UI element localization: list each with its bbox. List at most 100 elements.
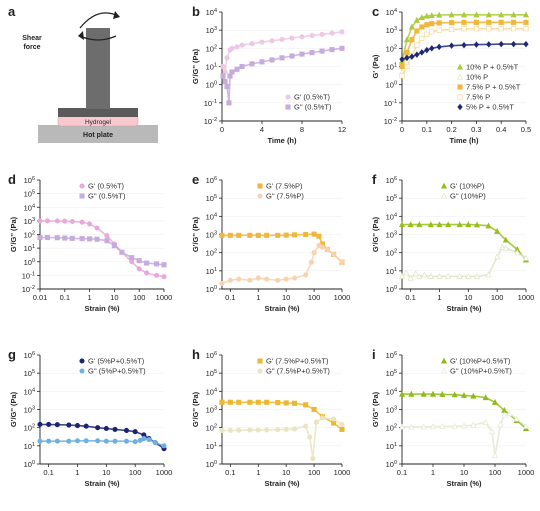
data-point: [303, 272, 309, 278]
data-point: [399, 56, 405, 63]
legend-item-label: 7.5% P + 0.5%T: [466, 83, 521, 92]
data-point: [308, 259, 314, 265]
data-point: [523, 26, 529, 32]
data-point: [222, 78, 228, 85]
data-point: [485, 271, 492, 278]
y-tick-label: 100: [386, 81, 397, 90]
x-axis-label: Strain (%): [264, 479, 300, 488]
data-point: [501, 411, 508, 418]
hot-plate-label: Hot plate: [83, 132, 113, 139]
y-tick-label: 103: [24, 406, 35, 415]
y-tick-exponent: 2: [394, 424, 397, 430]
x-tick-label: 1: [256, 293, 260, 302]
data-point: [449, 26, 455, 32]
data-point: [485, 222, 492, 229]
panel-label-g: g: [8, 347, 16, 362]
data-point: [419, 35, 425, 41]
data-point: [329, 47, 335, 53]
y-tick-exponent: 4: [32, 387, 35, 393]
data-point: [414, 51, 420, 58]
data-point: [309, 50, 315, 56]
x-axis-label: Time (h): [449, 136, 479, 145]
data-point: [275, 427, 281, 433]
x-tick-label: 100: [308, 468, 321, 477]
legend-item-label: G'' (10%P+0.5%T): [450, 367, 512, 376]
y-tick-exponent: -2: [212, 117, 217, 123]
x-tick-label: 12: [338, 125, 346, 134]
data-point: [408, 23, 415, 30]
y-tick-label: 101: [386, 267, 397, 276]
x-tick-label: 1: [256, 468, 260, 477]
shear-force-label: Shear force: [22, 35, 42, 51]
y-tick-label: 105: [386, 194, 397, 203]
data-point: [299, 51, 305, 57]
x-tick-label: 0.3: [471, 125, 481, 134]
data-point: [132, 439, 138, 445]
y-tick-label: 100: [206, 81, 217, 90]
y-tick-exponent: 1: [214, 267, 217, 273]
y-tick-exponent: -1: [212, 99, 217, 105]
y-tick-label: 105: [24, 369, 35, 378]
data-point: [74, 438, 81, 444]
x-tick-label: 10: [102, 468, 110, 477]
series-g-10-p-0-5-t-: [398, 410, 530, 458]
y-tick-label: 102: [24, 231, 35, 240]
y-tick-exponent: 4: [214, 8, 217, 14]
y-tick-exponent: 0: [214, 460, 217, 466]
y-tick-exponent: 2: [214, 44, 217, 50]
y-tick-exponent: 6: [32, 176, 35, 182]
y-tick-label: 10-1: [22, 271, 35, 280]
hot-plate: [38, 125, 158, 143]
data-point: [259, 39, 265, 45]
x-axis-label: Time (h): [267, 136, 297, 145]
y-tick-label: 104: [24, 387, 35, 396]
data-point: [303, 231, 309, 238]
data-point: [399, 63, 405, 70]
x-tick-label: 100: [491, 293, 504, 302]
data-point: [283, 400, 289, 406]
y-tick-exponent: 6: [394, 176, 397, 182]
y-tick-label: 105: [24, 190, 35, 199]
data-point: [44, 218, 51, 224]
y-tick-label: 104: [386, 8, 397, 17]
legend: G' (10%P)G'' (10%P): [440, 182, 486, 201]
data-point: [37, 218, 43, 224]
data-point: [83, 423, 89, 429]
legend-item-label: G'' (7.5%P+0.5%T): [266, 367, 330, 376]
data-point: [421, 271, 428, 278]
data-point: [418, 14, 425, 21]
y-tick-exponent: 5: [214, 369, 217, 375]
data-point: [436, 43, 442, 51]
x-tick-label: 1000: [518, 293, 535, 302]
y-tick-label: 104: [206, 387, 217, 396]
y-tick-label: 102: [386, 249, 397, 258]
legend-item-label: 5% P + 0.5%T: [466, 103, 514, 112]
x-tick-label: 10: [464, 293, 472, 302]
data-point: [111, 243, 117, 249]
data-point: [429, 21, 435, 27]
data-point: [220, 63, 226, 70]
data-point: [419, 49, 425, 56]
data-point: [104, 233, 110, 239]
y-tick-exponent: 2: [394, 44, 397, 50]
data-point: [510, 11, 517, 18]
data-point: [419, 24, 425, 30]
legend-item-label: G'' (10%P): [450, 192, 486, 201]
x-axis-label: Strain (%): [84, 479, 120, 488]
data-point: [451, 422, 458, 429]
data-point: [219, 280, 225, 287]
data-point: [229, 69, 235, 75]
data-point: [236, 276, 242, 282]
y-tick-label: 102: [206, 44, 217, 53]
data-point: [456, 63, 464, 70]
panel-label-e: e: [192, 172, 199, 187]
y-tick-label: 10-2: [204, 117, 217, 126]
series-g-10-p-: [398, 221, 530, 263]
x-tick-label: 0.4: [496, 125, 506, 134]
data-point: [339, 421, 345, 428]
y-tick-label: 101: [206, 442, 217, 451]
data-point: [511, 19, 517, 25]
